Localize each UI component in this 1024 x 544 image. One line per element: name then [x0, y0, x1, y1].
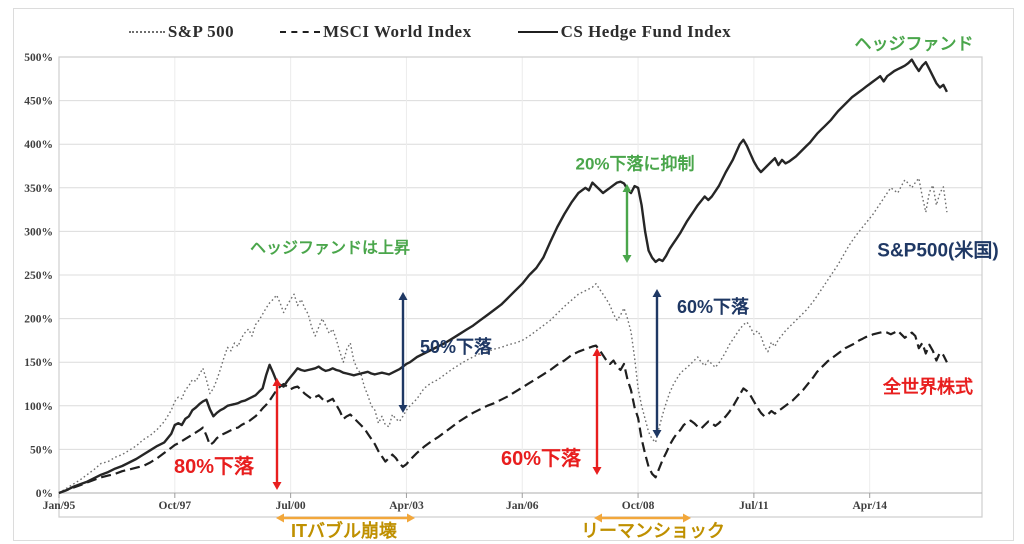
arrowhead	[276, 513, 284, 523]
dotted-line-sample-icon	[128, 31, 165, 33]
arrowhead	[622, 255, 632, 263]
series-line-dotted	[58, 177, 948, 494]
chart-outer-border	[13, 8, 1014, 541]
arrowhead	[652, 430, 662, 438]
y-tick-label: 250%	[24, 270, 53, 282]
sp500-annotation: S&P500(米国)	[877, 240, 999, 262]
legend-item-sp500: S&P 500	[128, 22, 235, 42]
hedge-up-annotation: ヘッジファンドは上昇	[249, 240, 411, 257]
x-tick-label: Oct/08	[622, 500, 655, 512]
legend-label-hedge: CS Hedge Fund Index	[560, 22, 732, 41]
y-tick-label: 400%	[24, 139, 53, 151]
arrowhead	[398, 405, 408, 413]
x-tick-label: Apr/14	[852, 500, 887, 512]
y-tick-label: 450%	[24, 96, 53, 108]
legend: S&P 500 MSCI World Index CS Hedge Fund I…	[0, 22, 860, 42]
x-tick-label: Jul/00	[276, 500, 306, 512]
solid-line-sample-icon	[517, 31, 558, 33]
y-tick-label: 50%	[30, 444, 53, 456]
x-tick-label: Apr/03	[389, 500, 424, 512]
arrowhead	[652, 289, 662, 297]
legend-label-sp500: S&P 500	[167, 22, 235, 41]
drop50-navy-annotation: 50%下落	[419, 337, 493, 357]
arrowhead	[622, 184, 632, 192]
x-tick-label: Oct/97	[159, 500, 192, 512]
hedge-fund-annotation: ヘッジファンド	[854, 34, 974, 54]
y-tick-label: 0%	[36, 488, 53, 500]
x-tick-label: Jan/06	[506, 500, 539, 512]
y-tick-label: 300%	[24, 226, 53, 238]
dashed-line-sample-icon	[280, 31, 321, 33]
legend-item-hedge: CS Hedge Fund Index	[517, 22, 732, 42]
series-line-dashed	[58, 329, 948, 495]
y-tick-label: 150%	[24, 357, 53, 369]
y-tick-label: 100%	[24, 401, 53, 413]
x-tick-label: Jul/11	[739, 500, 769, 512]
arrowhead	[683, 513, 691, 523]
arrowhead	[594, 513, 602, 523]
drop60-red-annotation: 60%下落	[500, 448, 582, 470]
lehman-annotation: リーマンショック	[581, 521, 725, 541]
y-tick-label: 500%	[24, 52, 53, 64]
capped-drop-annotation: 20%下落に抑制	[575, 154, 695, 174]
arrowhead	[592, 467, 602, 475]
x-tick-label: Jan/95	[43, 500, 76, 512]
arrowhead	[407, 513, 415, 523]
arrowhead	[592, 348, 602, 356]
legend-item-msci: MSCI World Index	[280, 22, 471, 42]
series-line-solid	[58, 58, 948, 495]
y-tick-label: 200%	[24, 314, 53, 326]
it-bubble-annotation: ITバブル崩壊	[291, 521, 397, 541]
world-equity-annotation: 全世界株式	[883, 377, 973, 397]
drop80-red-annotation: 80%下落	[173, 456, 255, 478]
drop60-navy-annotation: 60%下落	[676, 297, 750, 317]
arrowhead	[272, 378, 282, 386]
arrowhead	[272, 482, 282, 490]
legend-label-msci: MSCI World Index	[323, 22, 472, 41]
y-tick-label: 350%	[24, 183, 53, 195]
plot-frame	[58, 56, 983, 518]
arrowhead	[398, 292, 408, 300]
